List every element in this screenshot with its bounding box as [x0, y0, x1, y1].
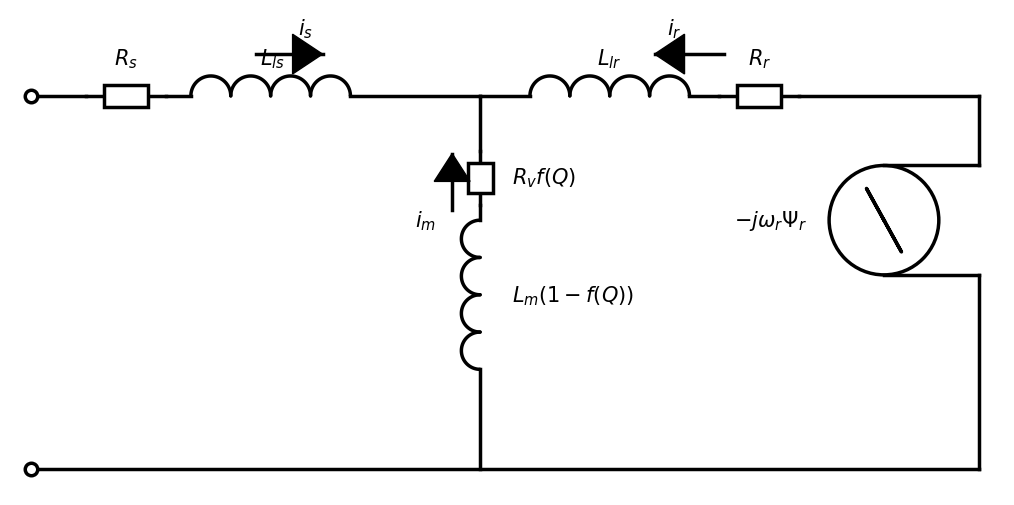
Text: $-j\omega_r\Psi_r$: $-j\omega_r\Psi_r$ — [734, 209, 807, 233]
Text: $i_r$: $i_r$ — [667, 17, 681, 41]
Polygon shape — [434, 154, 470, 182]
Text: $R_v f(Q)$: $R_v f(Q)$ — [512, 166, 576, 190]
Polygon shape — [293, 35, 322, 75]
Text: $L_{lr}$: $L_{lr}$ — [597, 47, 622, 71]
Bar — [737, 86, 781, 108]
Text: $i_m$: $i_m$ — [415, 209, 436, 232]
Text: $i_s$: $i_s$ — [298, 17, 313, 41]
Bar — [467, 164, 493, 193]
Bar — [104, 86, 148, 108]
Text: $R_s$: $R_s$ — [115, 47, 138, 71]
Polygon shape — [655, 35, 684, 75]
Text: $R_r$: $R_r$ — [747, 47, 771, 71]
Text: $L_m(1-f(Q))$: $L_m(1-f(Q))$ — [512, 283, 634, 307]
Text: $L_{ls}$: $L_{ls}$ — [261, 47, 285, 71]
